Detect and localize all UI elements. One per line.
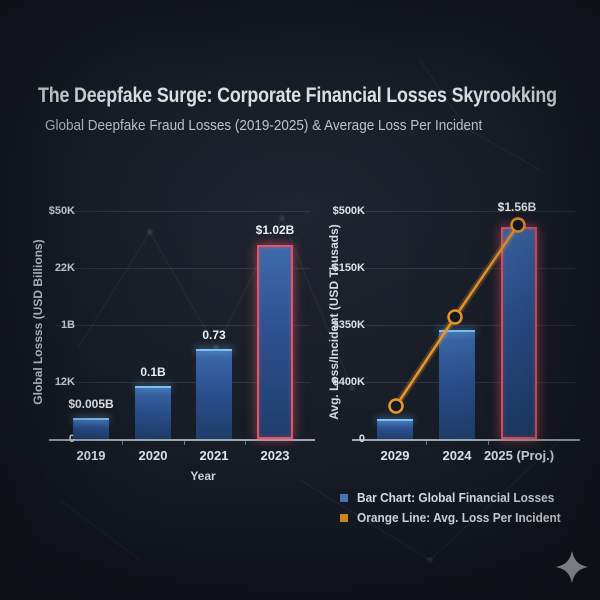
x-axis-tick bbox=[426, 441, 427, 445]
x-tick-label: 2024 bbox=[442, 448, 472, 463]
bar-series-swatch-icon bbox=[340, 494, 348, 502]
x-axis-line bbox=[352, 439, 580, 441]
x-axis-title: Year bbox=[190, 469, 216, 483]
x-tick-label: 2023 bbox=[260, 448, 290, 463]
line-marker-icon bbox=[447, 309, 463, 325]
y-tick-label: $500K bbox=[332, 205, 365, 217]
bar-2023 bbox=[257, 245, 293, 439]
x-axis-line bbox=[49, 439, 315, 441]
gridline bbox=[358, 211, 575, 212]
bar-value-label: $0.005B bbox=[68, 397, 114, 411]
x-tick-label: 2025 (Proj.) bbox=[483, 448, 555, 463]
y-tick-label: $150K bbox=[332, 262, 365, 274]
bar-value-label: $1.02B bbox=[255, 223, 295, 237]
bar-2025Proj bbox=[501, 227, 537, 439]
gridline bbox=[55, 211, 310, 212]
gridline bbox=[358, 268, 575, 269]
y-tick-label: 12K bbox=[54, 376, 75, 388]
legend-item: Orange Line: Avg. Loss Per Incident bbox=[340, 511, 571, 525]
y-tick-label: $350K bbox=[332, 319, 365, 331]
y-tick-label: $50K bbox=[48, 205, 75, 217]
x-tick-label: 2020 bbox=[138, 448, 168, 463]
y-axis-title: Global Lossss (USD Billions) bbox=[31, 239, 45, 405]
gridline bbox=[358, 325, 575, 326]
x-axis-tick bbox=[183, 441, 185, 445]
bar-value-label: 0.73 bbox=[202, 328, 226, 342]
page-subtitle: Global Deepfake Fraud Losses (2019-2025)… bbox=[45, 117, 483, 134]
gridline bbox=[55, 268, 310, 269]
line-series-swatch-icon bbox=[340, 514, 348, 522]
x-tick-label: 2029 bbox=[380, 448, 410, 463]
bar-2019 bbox=[73, 418, 109, 439]
y-tick-label: 0 bbox=[358, 433, 365, 445]
y-tick-label: 0 bbox=[68, 433, 75, 445]
legend-item-label: Bar Chart: Global Financial Losses bbox=[357, 491, 555, 505]
x-axis-tick bbox=[122, 441, 123, 445]
x-tick-label: 2019 bbox=[76, 448, 106, 463]
bar-2024 bbox=[439, 330, 475, 439]
y-tick-label: 22K bbox=[54, 262, 75, 274]
sparkle-icon bbox=[556, 551, 588, 583]
bar-2020 bbox=[135, 386, 171, 439]
page-title: The Deepfake Surge: Corporate Financial … bbox=[38, 84, 557, 107]
line-marker-icon bbox=[388, 398, 404, 414]
bar-2021 bbox=[196, 349, 232, 439]
x-axis-tick bbox=[244, 441, 246, 445]
y-axis-title: Avg. Loss/Incident (USD Thusads) bbox=[327, 224, 341, 420]
x-axis-tick bbox=[488, 441, 489, 445]
x-tick-label: 2021 bbox=[199, 448, 229, 463]
bar-2029 bbox=[377, 419, 413, 439]
y-tick-label: 1B bbox=[60, 319, 75, 331]
line-value-label: $1.56B bbox=[497, 200, 537, 214]
gridline bbox=[55, 325, 310, 326]
gridline bbox=[55, 382, 310, 383]
y-tick-label: $400K bbox=[332, 376, 365, 388]
legend-item: Bar Chart: Global Financial Losses bbox=[340, 491, 571, 505]
legend: Bar Chart: Global Financial Losses Orang… bbox=[340, 491, 571, 531]
bar-value-label: 0.1B bbox=[140, 365, 166, 379]
legend-item-label: Orange Line: Avg. Loss Per Incident bbox=[357, 511, 561, 525]
